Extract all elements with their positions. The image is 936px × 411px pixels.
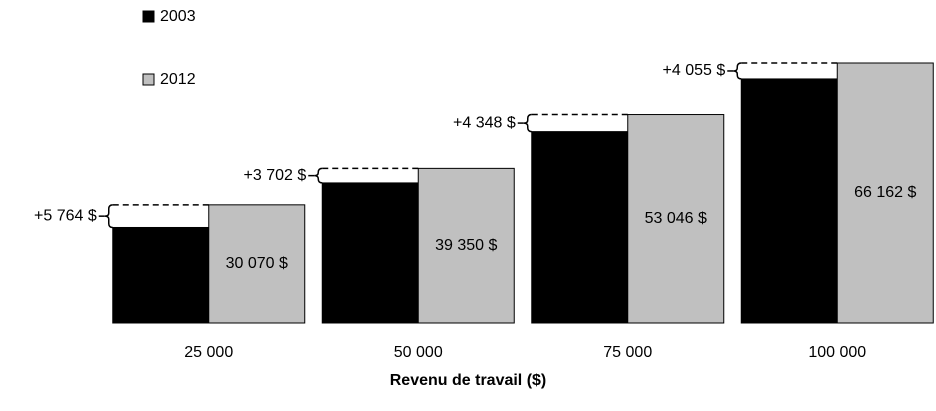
difference-label: +3 702 $ <box>244 167 307 184</box>
difference-label: +4 055 $ <box>663 62 726 79</box>
bar <box>836 62 934 324</box>
bar <box>740 78 838 324</box>
x-tick-label: 25 000 <box>184 344 233 361</box>
difference-brace <box>733 62 742 80</box>
x-tick-label: 75 000 <box>603 344 652 361</box>
x-tick-label: 50 000 <box>394 344 443 361</box>
bar <box>417 167 515 324</box>
bar <box>112 226 210 324</box>
value-label: 62 108 $ <box>758 192 820 209</box>
legend-label: 2003 <box>160 8 196 25</box>
bar <box>531 131 629 324</box>
bar <box>208 204 306 324</box>
value-label: 30 070 $ <box>226 255 288 272</box>
x-axis-title: Revenu de travail ($) <box>390 372 547 389</box>
x-tick-label: 100 000 <box>808 344 866 361</box>
value-label: 66 162 $ <box>854 184 916 201</box>
difference-brace <box>523 113 532 133</box>
legend-swatch <box>142 73 155 86</box>
difference-brace <box>314 167 323 184</box>
value-label: 39 350 $ <box>435 237 497 254</box>
difference-label: +4 348 $ <box>453 114 516 131</box>
difference-label: +5 764 $ <box>34 207 97 224</box>
value-label: 35 648 $ <box>339 244 401 261</box>
legend-swatch <box>142 10 155 23</box>
value-label: 24 306 $ <box>130 266 192 283</box>
value-label: 53 046 $ <box>645 210 707 227</box>
legend-label: 2012 <box>160 71 196 88</box>
bar <box>627 114 725 324</box>
difference-brace <box>104 204 113 229</box>
value-label: 48 699 $ <box>549 219 611 236</box>
